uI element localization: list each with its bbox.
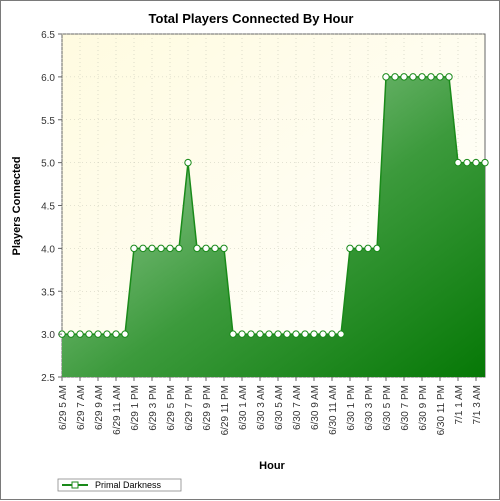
data-point [238, 330, 246, 338]
x-tick-label: 6/29 7 PM [184, 385, 195, 431]
data-point [148, 244, 156, 253]
data-point [391, 73, 399, 81]
data-point [328, 330, 336, 338]
y-tick-label: 4.0 [41, 244, 55, 255]
data-point [463, 158, 471, 167]
x-tick-label: 6/30 7 AM [292, 385, 303, 430]
data-point [364, 244, 372, 253]
data-point [166, 244, 174, 253]
data-point [175, 244, 183, 253]
y-axis-label: Players Connected [11, 156, 23, 255]
data-point [481, 158, 489, 167]
data-point [337, 330, 345, 338]
legend-box [57, 478, 182, 492]
x-tick-label: 6/29 11 AM [112, 385, 123, 435]
y-tick-label: 4.5 [41, 202, 55, 213]
x-tick-label: 6/30 9 AM [310, 385, 321, 430]
x-tick-label: 7/1 3 AM [472, 385, 483, 424]
data-point [472, 158, 480, 167]
x-tick-label: 6/29 5 AM [58, 385, 69, 430]
data-point [247, 330, 255, 338]
x-tick-label: 6/29 5 PM [166, 385, 177, 431]
data-point [211, 244, 219, 253]
data-point [94, 330, 102, 338]
x-tick-label: 6/29 9 PM [202, 385, 213, 431]
data-point [427, 73, 435, 81]
data-point [283, 330, 291, 338]
data-point [292, 330, 300, 338]
data-point [256, 330, 264, 338]
data-point [202, 244, 210, 253]
data-point [355, 244, 363, 253]
x-tick-label: 6/30 3 PM [364, 385, 375, 431]
y-axis: 2.5 3.0 3.5 4.0 4.5 5.0 5.5 6.0 6.5 [41, 30, 62, 384]
y-tick-label: 2.5 [41, 373, 55, 384]
x-tick-label: 6/29 7 AM [76, 385, 87, 430]
data-point [319, 330, 327, 338]
data-point [373, 244, 381, 253]
data-point [436, 73, 444, 81]
x-tick-label: 6/30 1 PM [346, 385, 357, 431]
legend: Primal Darkness [57, 478, 182, 492]
data-point [274, 330, 282, 338]
y-tick-label: 5.0 [41, 159, 55, 170]
data-point [382, 73, 390, 81]
x-tick-label: 6/29 11 PM [220, 385, 231, 435]
y-tick-label: 3.0 [41, 330, 55, 341]
chart-title: Total Players Connected By Hour [149, 11, 354, 26]
x-tick-label: 6/30 3 AM [256, 385, 267, 430]
x-axis-label: Hour [259, 460, 285, 472]
series-area-primal-darkness [62, 76, 485, 377]
data-point [229, 330, 237, 338]
x-tick-label: 6/30 9 PM [418, 385, 429, 431]
data-point [418, 73, 426, 81]
data-point [130, 244, 138, 253]
x-axis: 6/29 5 AM 6/29 7 AM 6/29 9 AM 6/29 11 AM 6/2… [58, 377, 483, 435]
x-tick-label: 6/30 5 PM [382, 385, 393, 431]
data-point [103, 330, 111, 338]
y-tick-label: 3.5 [41, 287, 55, 298]
legend-entry-primal-darkness: Primal Darkness [95, 480, 162, 490]
data-point [112, 330, 120, 338]
x-tick-label: 6/29 9 AM [94, 385, 105, 430]
x-tick-label: 6/29 3 PM [148, 385, 159, 431]
data-point [121, 330, 129, 338]
y-tick-label: 5.5 [41, 116, 55, 127]
data-point [265, 330, 273, 338]
series-points [58, 73, 489, 338]
data-point [400, 73, 408, 81]
x-tick-label: 6/30 11 PM [436, 385, 447, 435]
data-point [157, 244, 165, 253]
y-tick-label: 6.0 [41, 73, 55, 84]
data-point [184, 158, 192, 167]
x-tick-label: 6/30 11 AM [328, 385, 339, 435]
x-tick-label: 6/29 1 PM [130, 385, 141, 431]
data-point [76, 330, 84, 338]
data-point [139, 244, 147, 253]
x-tick-label: 6/30 1 AM [238, 385, 249, 430]
data-point [454, 158, 462, 167]
data-point [409, 73, 417, 81]
x-tick-label: 7/1 1 AM [454, 385, 465, 424]
data-point [301, 330, 309, 338]
data-point [67, 330, 75, 338]
data-point [220, 244, 228, 253]
legend-swatch-marker [71, 481, 79, 489]
data-point [346, 244, 354, 253]
data-point [193, 244, 201, 253]
data-point [445, 73, 453, 81]
data-point [310, 330, 318, 338]
x-tick-label: 6/30 7 PM [400, 385, 411, 431]
data-point [85, 330, 93, 338]
y-tick-label: 6.5 [41, 30, 55, 41]
x-tick-label: 6/30 5 AM [274, 385, 285, 430]
